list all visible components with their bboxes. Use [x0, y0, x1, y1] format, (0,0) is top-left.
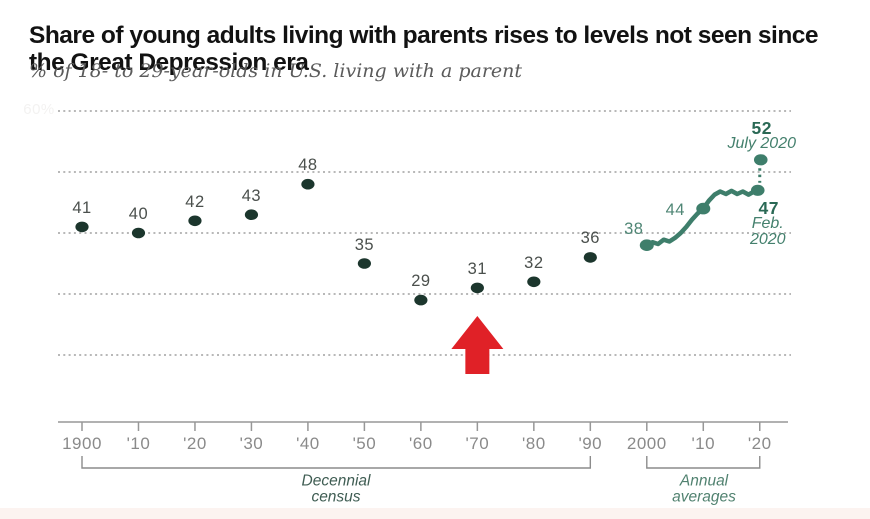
data-point-1980 [527, 276, 541, 288]
data-point-1920 [188, 215, 202, 227]
annual-line [644, 188, 763, 248]
data-point-1990 [583, 252, 597, 263]
chart-title: Share of young adults living with parent… [29, 22, 819, 77]
data-point-1970 [470, 282, 484, 294]
data-point-july-2020 [753, 154, 768, 166]
data-point-1950 [357, 258, 371, 269]
data-point-2000 [639, 239, 654, 251]
footer-accent-strip [0, 508, 870, 519]
group-bracket-1 [646, 456, 761, 469]
group-bracket-0 [81, 456, 592, 469]
data-point-feb-2020 [750, 184, 765, 196]
data-point-1930 [244, 209, 259, 220]
data-point-1960 [414, 294, 428, 306]
data-point-2010 [696, 202, 711, 215]
chart-subtitle: % of 18- to 29-year-olds in U.S. living … [29, 60, 523, 82]
data-point-1910 [131, 227, 146, 239]
data-point-1900 [75, 221, 89, 233]
red-arrow-annotation [451, 316, 504, 374]
data-point-1940 [301, 178, 315, 190]
